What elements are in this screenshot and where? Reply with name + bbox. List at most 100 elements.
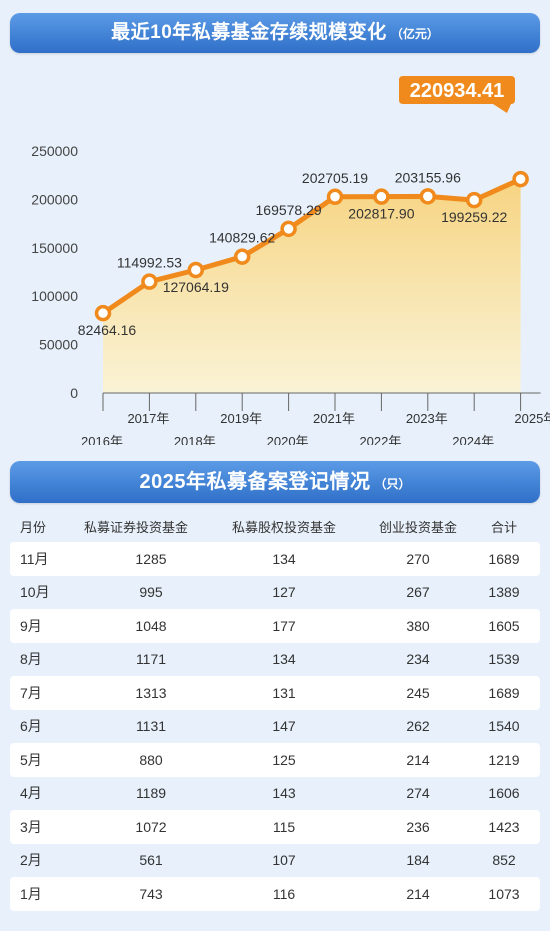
value-cell: 177 [272, 617, 296, 634]
value-cell: 1606 [488, 785, 520, 802]
value-cell: 184 [406, 852, 430, 869]
value-cell: 134 [272, 651, 296, 668]
value-cell: 107 [272, 852, 296, 869]
value-cell: 214 [406, 751, 430, 768]
table-unit: （只） [374, 477, 411, 491]
data-point [465, 191, 483, 209]
data-label: 199259.22 [441, 209, 507, 225]
value-cell: 1313 [135, 684, 167, 701]
table-header-row: 月份 私募证券投资基金 私募股权投资基金 创业投资基金 合计 [10, 510, 540, 542]
data-label: 82464.16 [78, 322, 137, 338]
x-category-label: 2017年 [127, 411, 169, 426]
chart-title-banner: 最近10年私募基金存续规模变化 （亿元） [10, 13, 540, 53]
data-point [187, 261, 205, 279]
highlight-value-label: 220934.41 [410, 80, 505, 102]
value-cell: 880 [139, 751, 163, 768]
table-title: 2025年私募备案登记情况 [139, 471, 371, 493]
data-point [419, 188, 437, 205]
value-cell: 262 [406, 718, 430, 735]
value-cell: 134 [272, 550, 296, 567]
value-cell: 1285 [135, 550, 167, 567]
value-cell: 267 [406, 584, 430, 601]
table-row: 6月 1131 147 262 1540 [10, 710, 540, 744]
table-row: 7月 1313 131 245 1689 [10, 676, 540, 710]
value-cell: 1689 [488, 550, 520, 567]
value-cell: 115 [272, 818, 296, 835]
x-category-label: 2022年 [359, 434, 401, 445]
scale-area-chart: 0 50000 100000 150000 200000 250000 2016年 2017年… [31, 76, 550, 445]
x-category-label: 2016年 [81, 434, 123, 445]
value-cell: 1689 [488, 684, 520, 701]
y-tick-label: 250000 [31, 143, 78, 159]
x-category-label: 2018年 [174, 434, 216, 445]
month-cell: 5月 [20, 751, 42, 768]
column-header: 私募证券投资基金 [83, 519, 188, 535]
value-cell: 561 [139, 852, 163, 869]
value-cell: 1189 [135, 785, 167, 802]
value-cell: 995 [139, 584, 163, 601]
table-row: 9月 1048 177 380 1605 [10, 609, 540, 643]
data-label: 114992.53 [117, 255, 182, 271]
y-tick-label: 0 [70, 385, 78, 401]
chart-unit: （亿元） [390, 27, 439, 41]
month-cell: 3月 [20, 818, 42, 835]
column-header: 月份 [20, 519, 47, 535]
table-row: 11月 1285 134 270 1689 [10, 542, 540, 576]
value-cell: 234 [406, 651, 430, 668]
data-point [512, 170, 529, 188]
value-cell: 125 [272, 751, 296, 768]
x-category-label: 2021年 [313, 411, 355, 426]
table-row: 10月 995 127 267 1389 [10, 576, 540, 610]
value-cell: 1423 [488, 818, 520, 835]
month-cell: 7月 [20, 684, 42, 701]
data-label: 202817.90 [348, 206, 414, 222]
table-row: 4月 1189 143 274 1606 [10, 777, 540, 811]
value-cell: 1171 [135, 651, 167, 668]
series-line [101, 176, 522, 316]
column-header: 创业投资基金 [378, 519, 457, 535]
month-cell: 8月 [20, 651, 42, 668]
value-cell: 245 [406, 684, 430, 701]
value-cell: 852 [492, 852, 516, 869]
month-cell: 10月 [20, 584, 50, 601]
month-cell: 6月 [20, 718, 42, 735]
column-header: 私募股权投资基金 [231, 519, 336, 535]
area-fill [103, 179, 521, 393]
highlight-callout-box [399, 76, 515, 113]
value-cell: 1219 [488, 751, 520, 768]
table-row: 8月 1171 134 234 1539 [10, 643, 540, 677]
data-point [280, 220, 297, 238]
x-category-label: 2024年 [452, 434, 494, 445]
table-title-banner: 2025年私募备案登记情况 （只） [10, 461, 540, 503]
value-cell: 1539 [488, 651, 520, 668]
value-cell: 743 [139, 885, 163, 902]
data-point [326, 188, 344, 206]
table-row: 1月 743 116 214 1073 [10, 877, 540, 911]
table-body: 11月 1285 134 270 1689 10月 995 127 267 1389 9月 1048 1… [10, 542, 540, 911]
x-category-label: 2023年 [406, 411, 448, 426]
data-label: 127064.19 [163, 279, 229, 295]
data-point [373, 188, 390, 205]
value-cell: 1073 [488, 885, 520, 902]
value-cell: 274 [406, 785, 430, 802]
value-cell: 1048 [135, 617, 167, 634]
month-cell: 4月 [20, 785, 42, 802]
value-cell: 214 [406, 885, 430, 902]
value-cell: 1389 [488, 584, 520, 601]
table-row: 2月 561 107 184 852 [10, 844, 540, 878]
column-header: 合计 [490, 519, 517, 535]
table-row: 3月 1072 115 236 1423 [10, 810, 540, 844]
x-category-label: 2020年 [267, 434, 309, 445]
y-tick-label: 150000 [31, 240, 78, 256]
value-cell: 143 [272, 785, 296, 802]
data-label: 203155.96 [395, 169, 461, 185]
data-label: 202705.19 [302, 170, 368, 186]
value-cell: 1131 [135, 718, 167, 735]
value-cell: 127 [272, 584, 296, 601]
month-cell: 9月 [20, 617, 42, 634]
data-label: 140829.62 [209, 230, 275, 246]
data-point [94, 304, 112, 322]
value-cell: 270 [406, 550, 430, 567]
y-tick-label: 200000 [31, 191, 78, 207]
value-cell: 1072 [135, 818, 167, 835]
